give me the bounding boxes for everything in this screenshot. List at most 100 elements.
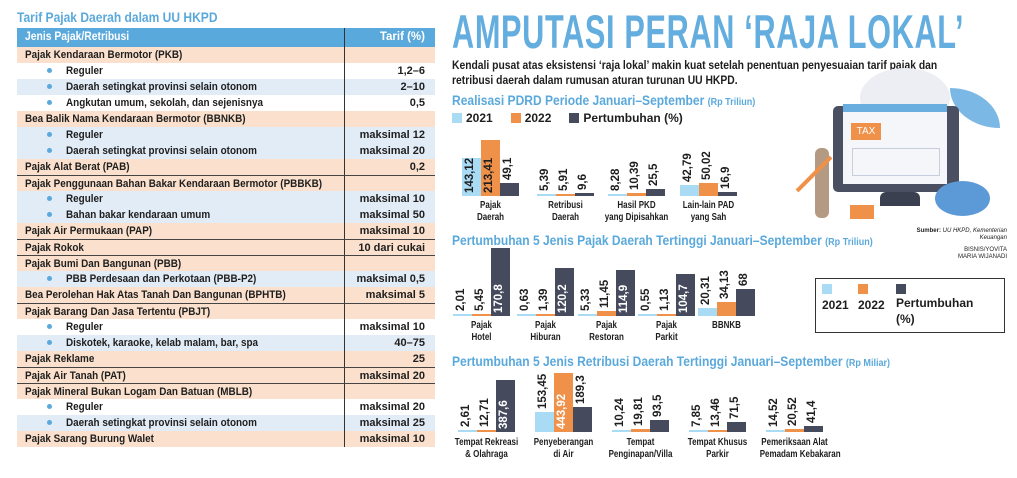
chart1-bar: [718, 191, 737, 196]
chart1-value-label: 5,39: [539, 168, 551, 191]
row-label: Reguler: [66, 129, 103, 141]
chart2-bar: [717, 302, 736, 316]
row-label: Bea Balik Nama Kendaraan Bermotor (BBNKB…: [25, 113, 246, 125]
headline: AMPUTASI PERAN ‘RAJA LOKAL’: [452, 5, 965, 58]
chart2-value-label: 20,31: [700, 276, 712, 305]
chart1-bar: [575, 193, 594, 196]
table-row: Pajak Penggunaan Bahan Bakar Kendaraan B…: [17, 175, 435, 191]
bullet-icon: [47, 100, 52, 106]
monitor-stand: [880, 192, 920, 206]
chart3-value-label: 2,61: [460, 404, 472, 427]
chart3-bar: [804, 426, 823, 432]
chart2-category-label: Pajak Hotel: [471, 320, 492, 343]
chart2-value-label: 0,55: [640, 288, 652, 311]
table-row: Angkutan umum, sekolah, dan sejenisnya 0,…: [17, 95, 435, 111]
row-value: 2–10: [400, 81, 425, 93]
row-value: [345, 304, 435, 319]
row-value: [345, 111, 435, 127]
table-row: Bea Balik Nama Kendaraan Bermotor (BBNKB…: [17, 111, 435, 127]
row-label: PBB Perdesaan dan Perkotaan (PBB-P2): [66, 273, 257, 285]
bullet-icon: [47, 212, 52, 218]
chart3-value-label: 13,46: [710, 398, 722, 427]
chart1-bar: [627, 193, 646, 196]
chart1-legend: 2021 2022 Pertumbuhan (%): [452, 111, 683, 125]
bullet-icon: [47, 340, 52, 346]
chart3-value-label: 443,92: [556, 393, 568, 429]
row-label: Pajak Penggunaan Bahan Bakar Kendaraan B…: [25, 178, 323, 190]
chart3-value-label: 14,52: [768, 398, 780, 427]
chart1-category-label: Pajak Daerah: [476, 200, 505, 223]
table-row: Bahan bakar kendaraan umum maksimal 50: [17, 207, 435, 223]
chart3-value-label: 71,5: [729, 397, 741, 420]
row-value: maksimal 10: [359, 225, 425, 237]
chart3-value-label: 12,71: [479, 398, 491, 427]
table-row: Pajak Sarang Burung Walet maksimal 10: [17, 431, 435, 447]
bullet-icon: [47, 84, 52, 90]
chart2-bar: [736, 288, 755, 316]
source-note: Sumber: UU HKPD, Kementerian Keuangan BI…: [915, 228, 1007, 261]
row-label: Pajak Air Tanah (PAT): [25, 370, 126, 382]
chart3-category-label: Penyeberangan di Air: [533, 437, 594, 460]
chart1-value-label: 9,6: [577, 174, 589, 191]
bullet-icon: [47, 196, 52, 202]
table-row: Pajak Barang Dan Jasa Tertentu (PBJT): [17, 303, 435, 319]
chart2-value-label: 170,8: [493, 284, 505, 313]
chart2-category-label: BBNKB: [712, 320, 741, 331]
table-row: Reguler maksimal 12: [17, 127, 435, 143]
table-row: Pajak Mineral Bukan Logam Dan Batuan (MB…: [17, 383, 435, 399]
chart1-bar: [699, 182, 718, 196]
row-label: Reguler: [66, 321, 103, 333]
chart3-value-label: 41,4: [806, 401, 818, 424]
chart2-bar: [657, 314, 676, 316]
row-value: 1,2–6: [397, 65, 425, 77]
row-label: Diskotek, karaoke, kelab malam, bar, spa: [66, 337, 259, 349]
row-label: Pajak Mineral Bukan Logam Dan Batuan (MB…: [25, 386, 253, 398]
row-value: maksimal 20: [359, 145, 425, 157]
chart2-bar: [616, 270, 635, 316]
row-value: maksimal 50: [359, 209, 425, 221]
chart1-category-label: Retribusi Daerah: [548, 200, 583, 223]
source-text: UU HKPD, Kementerian Keuangan: [942, 228, 1007, 241]
table-row: Pajak Kendaraan Bermotor (PKB): [17, 47, 435, 63]
chart1-bar: [680, 184, 699, 196]
chart3-category-label: Tempat Rekreasi & Olahraga: [454, 437, 519, 460]
row-value: maksimal 25: [359, 417, 425, 429]
chart1-value-label: 42,79: [682, 152, 694, 182]
chart2-unit: (Rp Triliun): [825, 236, 873, 248]
header-jenis: Jenis Pajak/Retribusi: [25, 31, 130, 43]
chart3-category-label: Tempat Khusus Parkir: [687, 437, 748, 460]
bullet-icon: [47, 276, 52, 282]
chart3-bar: [631, 429, 650, 432]
row-label: Reguler: [66, 65, 103, 77]
chart2-category-label: Pajak Parkit: [655, 320, 678, 343]
chart1-value-label: 50,02: [701, 151, 713, 180]
chart2-value-label: 1,13: [659, 288, 671, 311]
table-row: Reguler maksimal 10: [17, 319, 435, 335]
chart1-bar: [500, 183, 519, 196]
legend-2022: 2022: [510, 111, 551, 125]
row-value: maksimal 10: [359, 433, 425, 445]
row-label: Daerah setingkat provinsi selain otonom: [66, 417, 257, 429]
chart2-value-label: 1,39: [538, 288, 550, 311]
chart1-value-label: 49,1: [502, 157, 514, 181]
table-row: Diskotek, karaoke, kelab malam, bar, spa…: [17, 335, 435, 351]
chart2-value-label: 120,2: [557, 284, 569, 313]
row-label: Reguler: [66, 401, 103, 413]
chart1-value-label: 8,28: [610, 168, 622, 191]
chart1-bar: [556, 194, 575, 196]
chart1-bar: [537, 194, 556, 196]
table-row: Pajak Reklame 25: [17, 351, 435, 367]
chart1-title: Realisasi PDRD Periode Januari–September…: [452, 92, 755, 108]
chart2-value-label: 2,01: [455, 288, 467, 311]
table-row: Reguler 1,2–6: [17, 63, 435, 79]
credit-1: BISNIS/YOVITA: [964, 247, 1007, 253]
legend2-growth: Pertumbuhan (%): [896, 284, 973, 326]
chart1-value-label: 143,12: [464, 157, 476, 193]
chart2-bar: [555, 268, 574, 316]
chart3-value-label: 189,3: [575, 375, 587, 404]
chart2-value-label: 104,7: [678, 284, 690, 313]
legend-2021: 2021: [452, 111, 493, 125]
chart2-value-label: 68: [738, 273, 750, 286]
row-label: Pajak Barang Dan Jasa Tertentu (PBJT): [25, 306, 211, 318]
table-row: Daerah setingkat provinsi selain otonom 2…: [17, 79, 435, 95]
